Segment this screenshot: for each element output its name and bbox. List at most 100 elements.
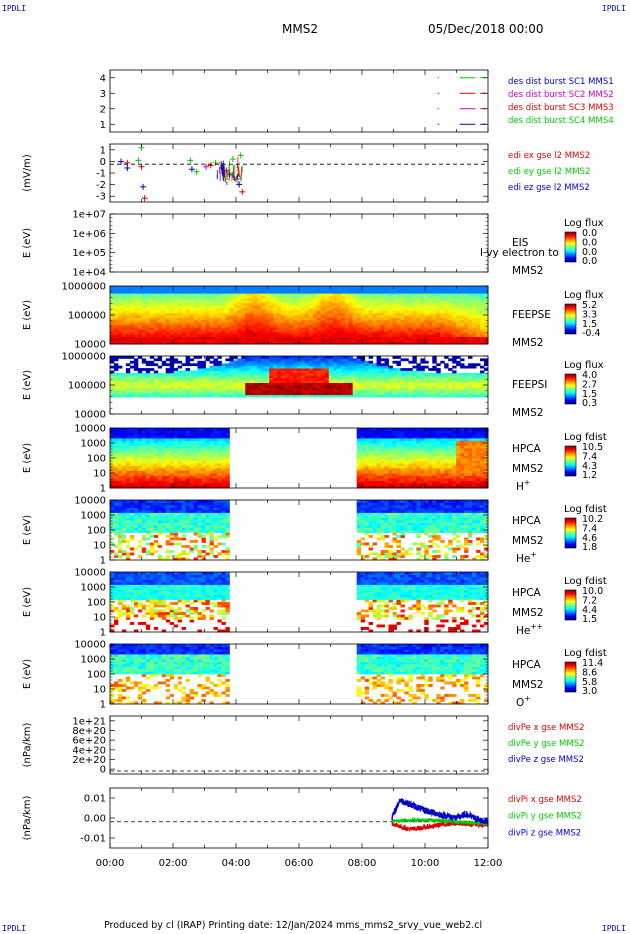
spectrogram-cell xyxy=(364,302,370,306)
spectrogram-cell xyxy=(432,329,437,333)
spectrogram-cell xyxy=(277,312,282,316)
spectrogram-cell xyxy=(384,463,389,466)
spectrogram-cell xyxy=(217,319,222,323)
spectrogram-cell xyxy=(161,478,167,481)
spectrogram-cell xyxy=(221,307,226,311)
spectrogram-cell xyxy=(352,290,358,294)
spectrogram-cell xyxy=(440,339,445,342)
spectrogram-cell xyxy=(161,334,167,338)
spectrogram-cell xyxy=(376,295,381,299)
spectrogram-cell xyxy=(352,331,358,335)
spectrogram-cell xyxy=(320,298,326,301)
spectrogram-cell xyxy=(165,465,171,469)
spectrogram-cell xyxy=(464,322,469,326)
spectrogram-cell xyxy=(336,394,342,398)
spectrogram-cell xyxy=(181,310,186,313)
spectrogram-cell xyxy=(480,315,485,318)
spectrogram-cell xyxy=(161,286,167,289)
spectrogram-cell xyxy=(372,293,377,297)
spectrogram-cell xyxy=(376,375,381,379)
spectrogram-cell xyxy=(416,368,421,371)
spectrogram-cell xyxy=(372,483,377,486)
spectrogram-cell xyxy=(173,428,179,431)
spectrogram-cell xyxy=(368,370,373,374)
spectrogram-cell xyxy=(360,307,366,311)
spectrogram-cell xyxy=(118,334,123,338)
spectrogram-feepsi xyxy=(110,356,489,398)
spectrogram-cell xyxy=(141,300,147,304)
spectrogram-cell xyxy=(118,339,123,342)
spectrogram-cell xyxy=(305,339,310,342)
spectrogram-cell xyxy=(125,470,131,474)
spectrogram-cell xyxy=(436,324,441,328)
spectrogram-cell xyxy=(336,385,342,388)
spectrogram-cell xyxy=(324,387,330,391)
spectrogram-cell xyxy=(125,341,131,345)
spectrogram-cell xyxy=(328,288,334,292)
spectrogram-cell xyxy=(121,392,127,396)
spectrogram-cell xyxy=(269,322,274,326)
spectrogram-cell xyxy=(213,458,218,461)
spectrogram-cell xyxy=(424,375,429,379)
spectrogram-cell xyxy=(368,293,373,297)
spectrogram-cell xyxy=(281,341,286,345)
spectrogram-cell xyxy=(114,460,119,464)
spectrogram-cell xyxy=(241,317,246,321)
spectrogram-cell xyxy=(305,312,310,316)
spectrogram-cell xyxy=(169,450,175,454)
spectrogram-cell xyxy=(416,293,421,297)
spectrogram-cell xyxy=(169,300,175,304)
spectrogram-cell xyxy=(189,394,194,398)
spectrogram-cell xyxy=(110,380,115,383)
spectrogram-cell xyxy=(165,448,171,451)
spectrogram-cell xyxy=(145,465,151,469)
spectrogram-cell xyxy=(118,428,123,431)
spectrogram-cell xyxy=(197,365,202,369)
spectrogram-cell xyxy=(153,382,159,386)
spectrogram-cell xyxy=(424,334,429,338)
spectrogram-cell xyxy=(364,295,370,299)
spectrogram-cell xyxy=(197,377,202,381)
spectrogram-cell xyxy=(118,485,123,489)
spectrogram-cell xyxy=(177,300,182,304)
spectrogram-cell xyxy=(364,319,370,323)
spectrogram-cell xyxy=(440,385,445,388)
spectrogram-cell xyxy=(432,385,437,388)
spectrogram-cell xyxy=(452,360,457,364)
spectrogram-cell xyxy=(468,288,473,292)
spectrogram-cell xyxy=(237,382,242,386)
spectrogram-cell xyxy=(456,392,461,396)
spectrogram-cell xyxy=(213,394,218,398)
spectrogram-cell xyxy=(129,360,135,364)
spectrogram-cell xyxy=(316,382,322,386)
spectrogram-cell xyxy=(368,288,373,292)
spectrogram-cell xyxy=(221,389,226,393)
spectrogram-cell xyxy=(436,341,441,345)
spectrogram-cell xyxy=(221,450,226,454)
spectrogram-cell xyxy=(404,380,409,383)
spectrogram-cell xyxy=(197,428,202,431)
spectrogram-cell xyxy=(125,443,131,446)
spectrogram-cell xyxy=(360,443,366,446)
spectrogram-cell xyxy=(253,286,258,289)
spectrogram-cell xyxy=(169,473,175,476)
spectrogram-cell xyxy=(225,336,230,340)
spectrogram-cell xyxy=(110,290,115,294)
spectrogram-cell xyxy=(118,455,123,459)
spectrogram-cell xyxy=(380,389,385,393)
spectrogram-cell xyxy=(420,302,425,306)
spectrogram-cell xyxy=(205,473,210,476)
spectrogram-cell xyxy=(169,387,175,391)
spectrogram-cell xyxy=(213,473,218,476)
spectrogram-cell xyxy=(328,329,334,333)
spectrogram-cell xyxy=(293,394,298,398)
spectrogram-cell xyxy=(185,341,190,345)
spectrogram-cell xyxy=(193,445,198,449)
spectrogram-cell xyxy=(281,315,286,318)
spectrogram-cell xyxy=(110,458,115,461)
spectrogram-cell xyxy=(380,440,385,444)
spectrogram-cell xyxy=(364,288,370,292)
spectrogram-cell xyxy=(249,319,254,323)
spectrogram-cell xyxy=(225,295,230,299)
spectrogram-cell xyxy=(257,370,262,374)
